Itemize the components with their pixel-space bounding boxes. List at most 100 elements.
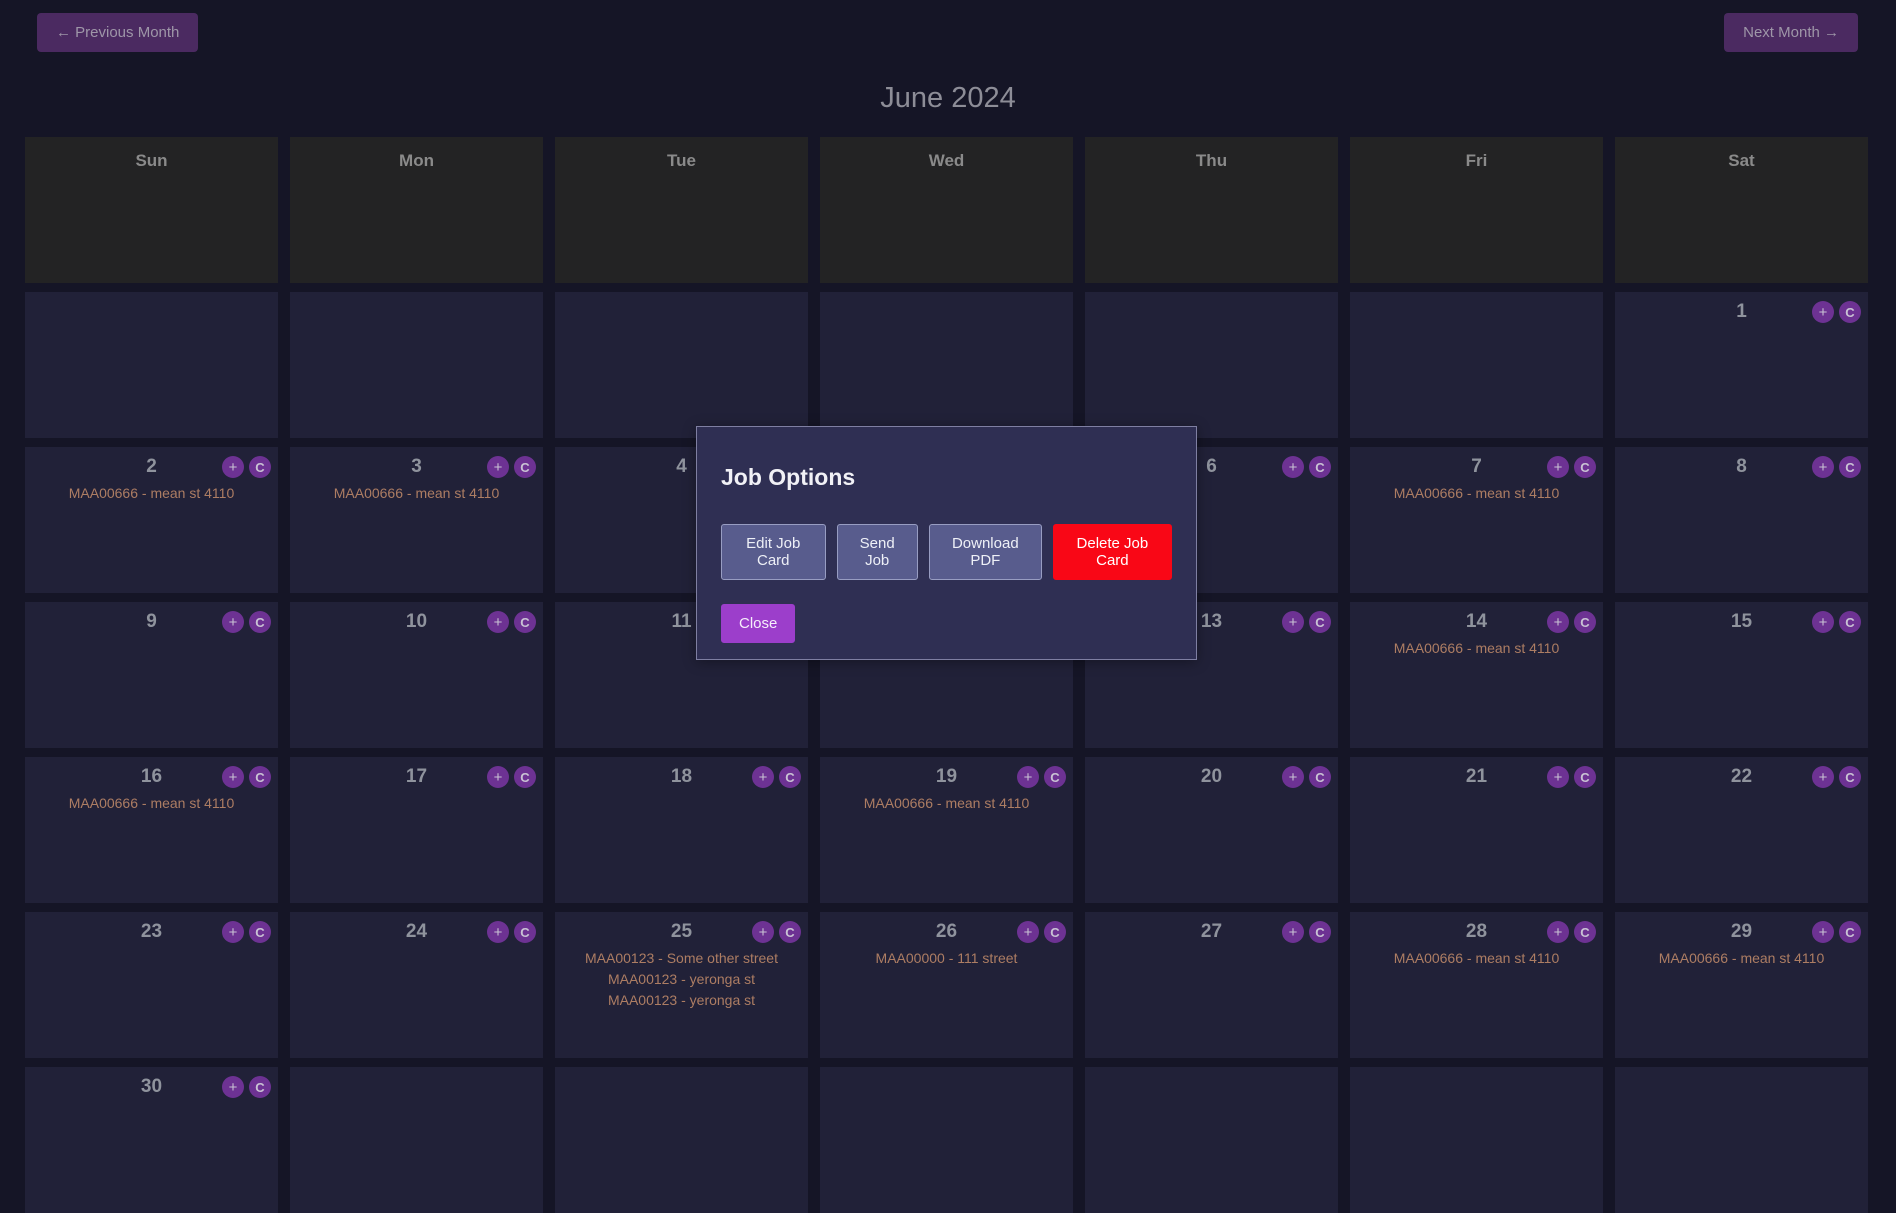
c-button[interactable]: C <box>1044 921 1066 943</box>
job-entry[interactable]: MAA00666 - mean st 4110 <box>863 795 1030 811</box>
send-job-button[interactable]: Send Job <box>836 524 918 580</box>
day-number: 14 <box>1465 611 1488 632</box>
c-button[interactable]: C <box>249 921 271 943</box>
c-button[interactable]: C <box>249 1076 271 1098</box>
c-button[interactable]: C <box>1574 766 1596 788</box>
add-job-button[interactable]: + <box>1017 921 1039 943</box>
c-button[interactable]: C <box>1309 611 1331 633</box>
empty-day-cell <box>820 1067 1073 1213</box>
add-job-button[interactable]: + <box>1547 766 1569 788</box>
add-job-button[interactable]: + <box>1812 611 1834 633</box>
c-button[interactable]: C <box>1309 456 1331 478</box>
job-entry[interactable]: MAA00666 - mean st 4110 <box>1393 950 1560 966</box>
day-cell-10: + C 10 <box>290 602 543 748</box>
add-job-button[interactable]: + <box>487 611 509 633</box>
add-job-button[interactable]: + <box>487 456 509 478</box>
job-entry[interactable]: MAA00666 - mean st 4110 <box>1393 485 1560 501</box>
add-job-button[interactable]: + <box>1282 766 1304 788</box>
empty-day-cell <box>1615 1067 1868 1213</box>
c-button[interactable]: C <box>1574 611 1596 633</box>
add-job-button[interactable]: + <box>1812 301 1834 323</box>
empty-day-cell <box>1085 292 1338 438</box>
day-cell-30: + C 30 <box>25 1067 278 1213</box>
empty-day-cell <box>290 292 543 438</box>
c-button[interactable]: C <box>1839 766 1861 788</box>
add-job-button[interactable]: + <box>1547 456 1569 478</box>
previous-month-button[interactable]: ← Previous Month <box>37 13 199 52</box>
delete-job-card-button[interactable]: Delete Job Card <box>1052 524 1172 580</box>
c-button[interactable]: C <box>514 611 536 633</box>
day-cell-17: + C 17 <box>290 757 543 903</box>
day-number: 21 <box>1465 766 1488 787</box>
add-job-button[interactable]: + <box>222 766 244 788</box>
job-entry[interactable]: MAA00123 - yeronga st <box>607 992 756 1008</box>
add-job-button[interactable]: + <box>1282 921 1304 943</box>
day-cell-18: + C 18 <box>555 757 808 903</box>
modal-close-row: Close <box>721 604 1172 643</box>
add-job-button[interactable]: + <box>222 611 244 633</box>
job-entry[interactable]: MAA00666 - mean st 4110 <box>68 485 235 501</box>
add-job-button[interactable]: + <box>487 921 509 943</box>
empty-day-cell <box>820 292 1073 438</box>
job-entry[interactable]: MAA00123 - yeronga st <box>607 971 756 987</box>
day-cell-buttons: +C <box>1812 766 1861 788</box>
add-job-button[interactable]: + <box>487 766 509 788</box>
add-job-button[interactable]: + <box>1812 456 1834 478</box>
c-button[interactable]: C <box>514 766 536 788</box>
day-cell-buttons: +C <box>1812 456 1861 478</box>
job-entry[interactable]: MAA00666 - mean st 4110 <box>1658 950 1825 966</box>
c-button[interactable]: C <box>1839 921 1861 943</box>
add-job-button[interactable]: + <box>752 766 774 788</box>
day-number: 4 <box>676 456 687 477</box>
empty-day-cell <box>25 292 278 438</box>
add-job-button[interactable]: + <box>222 921 244 943</box>
job-entry[interactable]: MAA00666 - mean st 4110 <box>1393 640 1560 656</box>
add-job-button[interactable]: + <box>1812 921 1834 943</box>
weekday-header-thu: Thu <box>1085 137 1338 283</box>
day-cell-24: + C 24 <box>290 912 543 1058</box>
c-button[interactable]: C <box>1574 456 1596 478</box>
job-list: MAA00666 - mean st 4110 <box>25 483 278 504</box>
c-button[interactable]: C <box>249 611 271 633</box>
c-button[interactable]: C <box>249 456 271 478</box>
add-job-button[interactable]: + <box>1282 611 1304 633</box>
day-cell-29: + C 29 MAA00666 - mean st 4110 <box>1615 912 1868 1058</box>
add-job-button[interactable]: + <box>1547 611 1569 633</box>
c-button[interactable]: C <box>249 766 271 788</box>
add-job-button[interactable]: + <box>1547 921 1569 943</box>
empty-day-cell <box>290 1067 543 1213</box>
weekday-header-fri: Fri <box>1350 137 1603 283</box>
job-entry[interactable]: MAA00666 - mean st 4110 <box>333 485 500 501</box>
c-button[interactable]: C <box>1574 921 1596 943</box>
c-button[interactable]: C <box>1839 301 1861 323</box>
day-cell-buttons: +C <box>1547 611 1596 633</box>
add-job-button[interactable]: + <box>752 921 774 943</box>
day-number: 1 <box>1736 301 1747 322</box>
c-button[interactable]: C <box>1839 456 1861 478</box>
day-cell-buttons: +C <box>1812 301 1861 323</box>
download-pdf-button[interactable]: Download PDF <box>928 524 1042 580</box>
add-job-button[interactable]: + <box>1812 766 1834 788</box>
add-job-button[interactable]: + <box>1282 456 1304 478</box>
c-button[interactable]: C <box>1309 766 1331 788</box>
day-cell-buttons: +C <box>487 611 536 633</box>
c-button[interactable]: C <box>1839 611 1861 633</box>
next-month-button[interactable]: Next Month → <box>1724 13 1858 52</box>
add-job-button[interactable]: + <box>222 1076 244 1098</box>
c-button[interactable]: C <box>779 766 801 788</box>
close-button[interactable]: Close <box>721 604 796 643</box>
add-job-button[interactable]: + <box>222 456 244 478</box>
c-button[interactable]: C <box>1044 766 1066 788</box>
add-job-button[interactable]: + <box>1017 766 1039 788</box>
job-entry[interactable]: MAA00123 - Some other street <box>585 950 778 966</box>
job-entry[interactable]: MAA00000 - 111 street <box>875 950 1018 966</box>
c-button[interactable]: C <box>514 456 536 478</box>
day-number: 29 <box>1730 921 1753 942</box>
c-button[interactable]: C <box>1309 921 1331 943</box>
c-button[interactable]: C <box>779 921 801 943</box>
c-button[interactable]: C <box>514 921 536 943</box>
edit-job-card-button[interactable]: Edit Job Card <box>721 524 826 580</box>
job-entry[interactable]: MAA00666 - mean st 4110 <box>68 795 235 811</box>
day-cell-7: + C 7 MAA00666 - mean st 4110 <box>1350 447 1603 593</box>
day-cell-8: + C 8 <box>1615 447 1868 593</box>
